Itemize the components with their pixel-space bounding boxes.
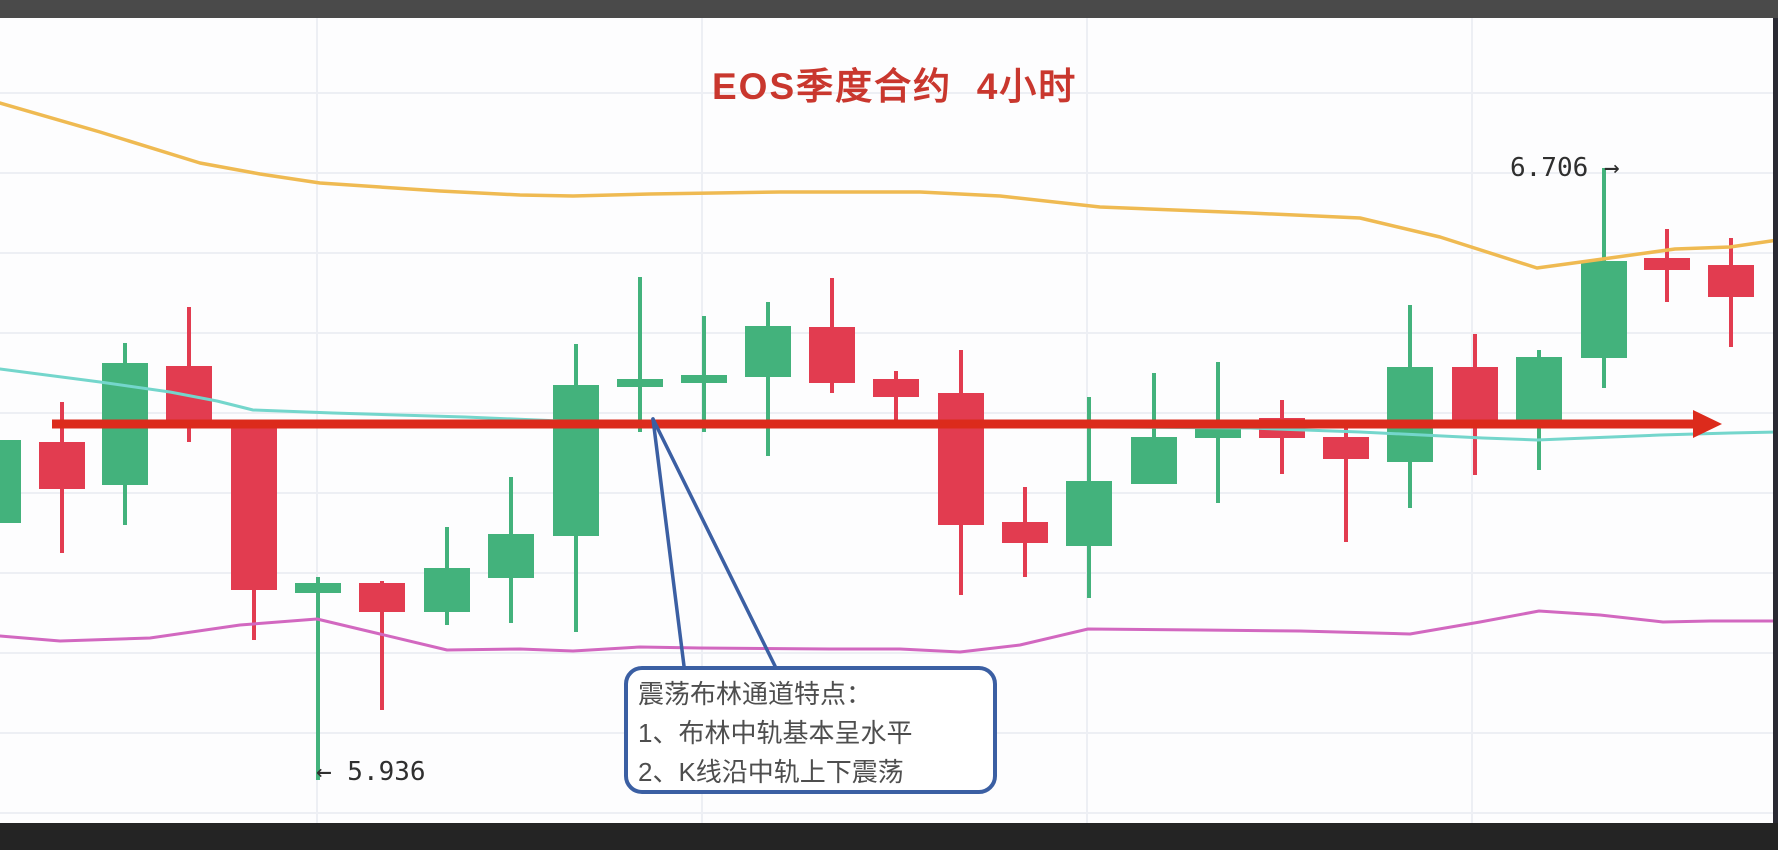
high-price-annotation: 6.706 →	[1510, 153, 1620, 183]
callout-title: 震荡布林通道特点：	[638, 679, 873, 709]
chart-title: EOS季度合约 4小时	[712, 66, 1078, 107]
callout-box: 震荡布林通道特点： 1、布林中轨基本呈水平 2、K线沿中轨上下震荡	[624, 666, 997, 794]
callout-point-2: 2、K线沿中轨上下震荡	[638, 757, 904, 787]
callout-point-1: 1、布林中轨基本呈水平	[638, 718, 913, 748]
right-edge-strip	[1773, 18, 1778, 823]
bottom-letterbox-bar	[0, 823, 1778, 850]
low-price-annotation: ← 5.936	[316, 757, 426, 787]
top-letterbox-bar	[0, 0, 1778, 18]
